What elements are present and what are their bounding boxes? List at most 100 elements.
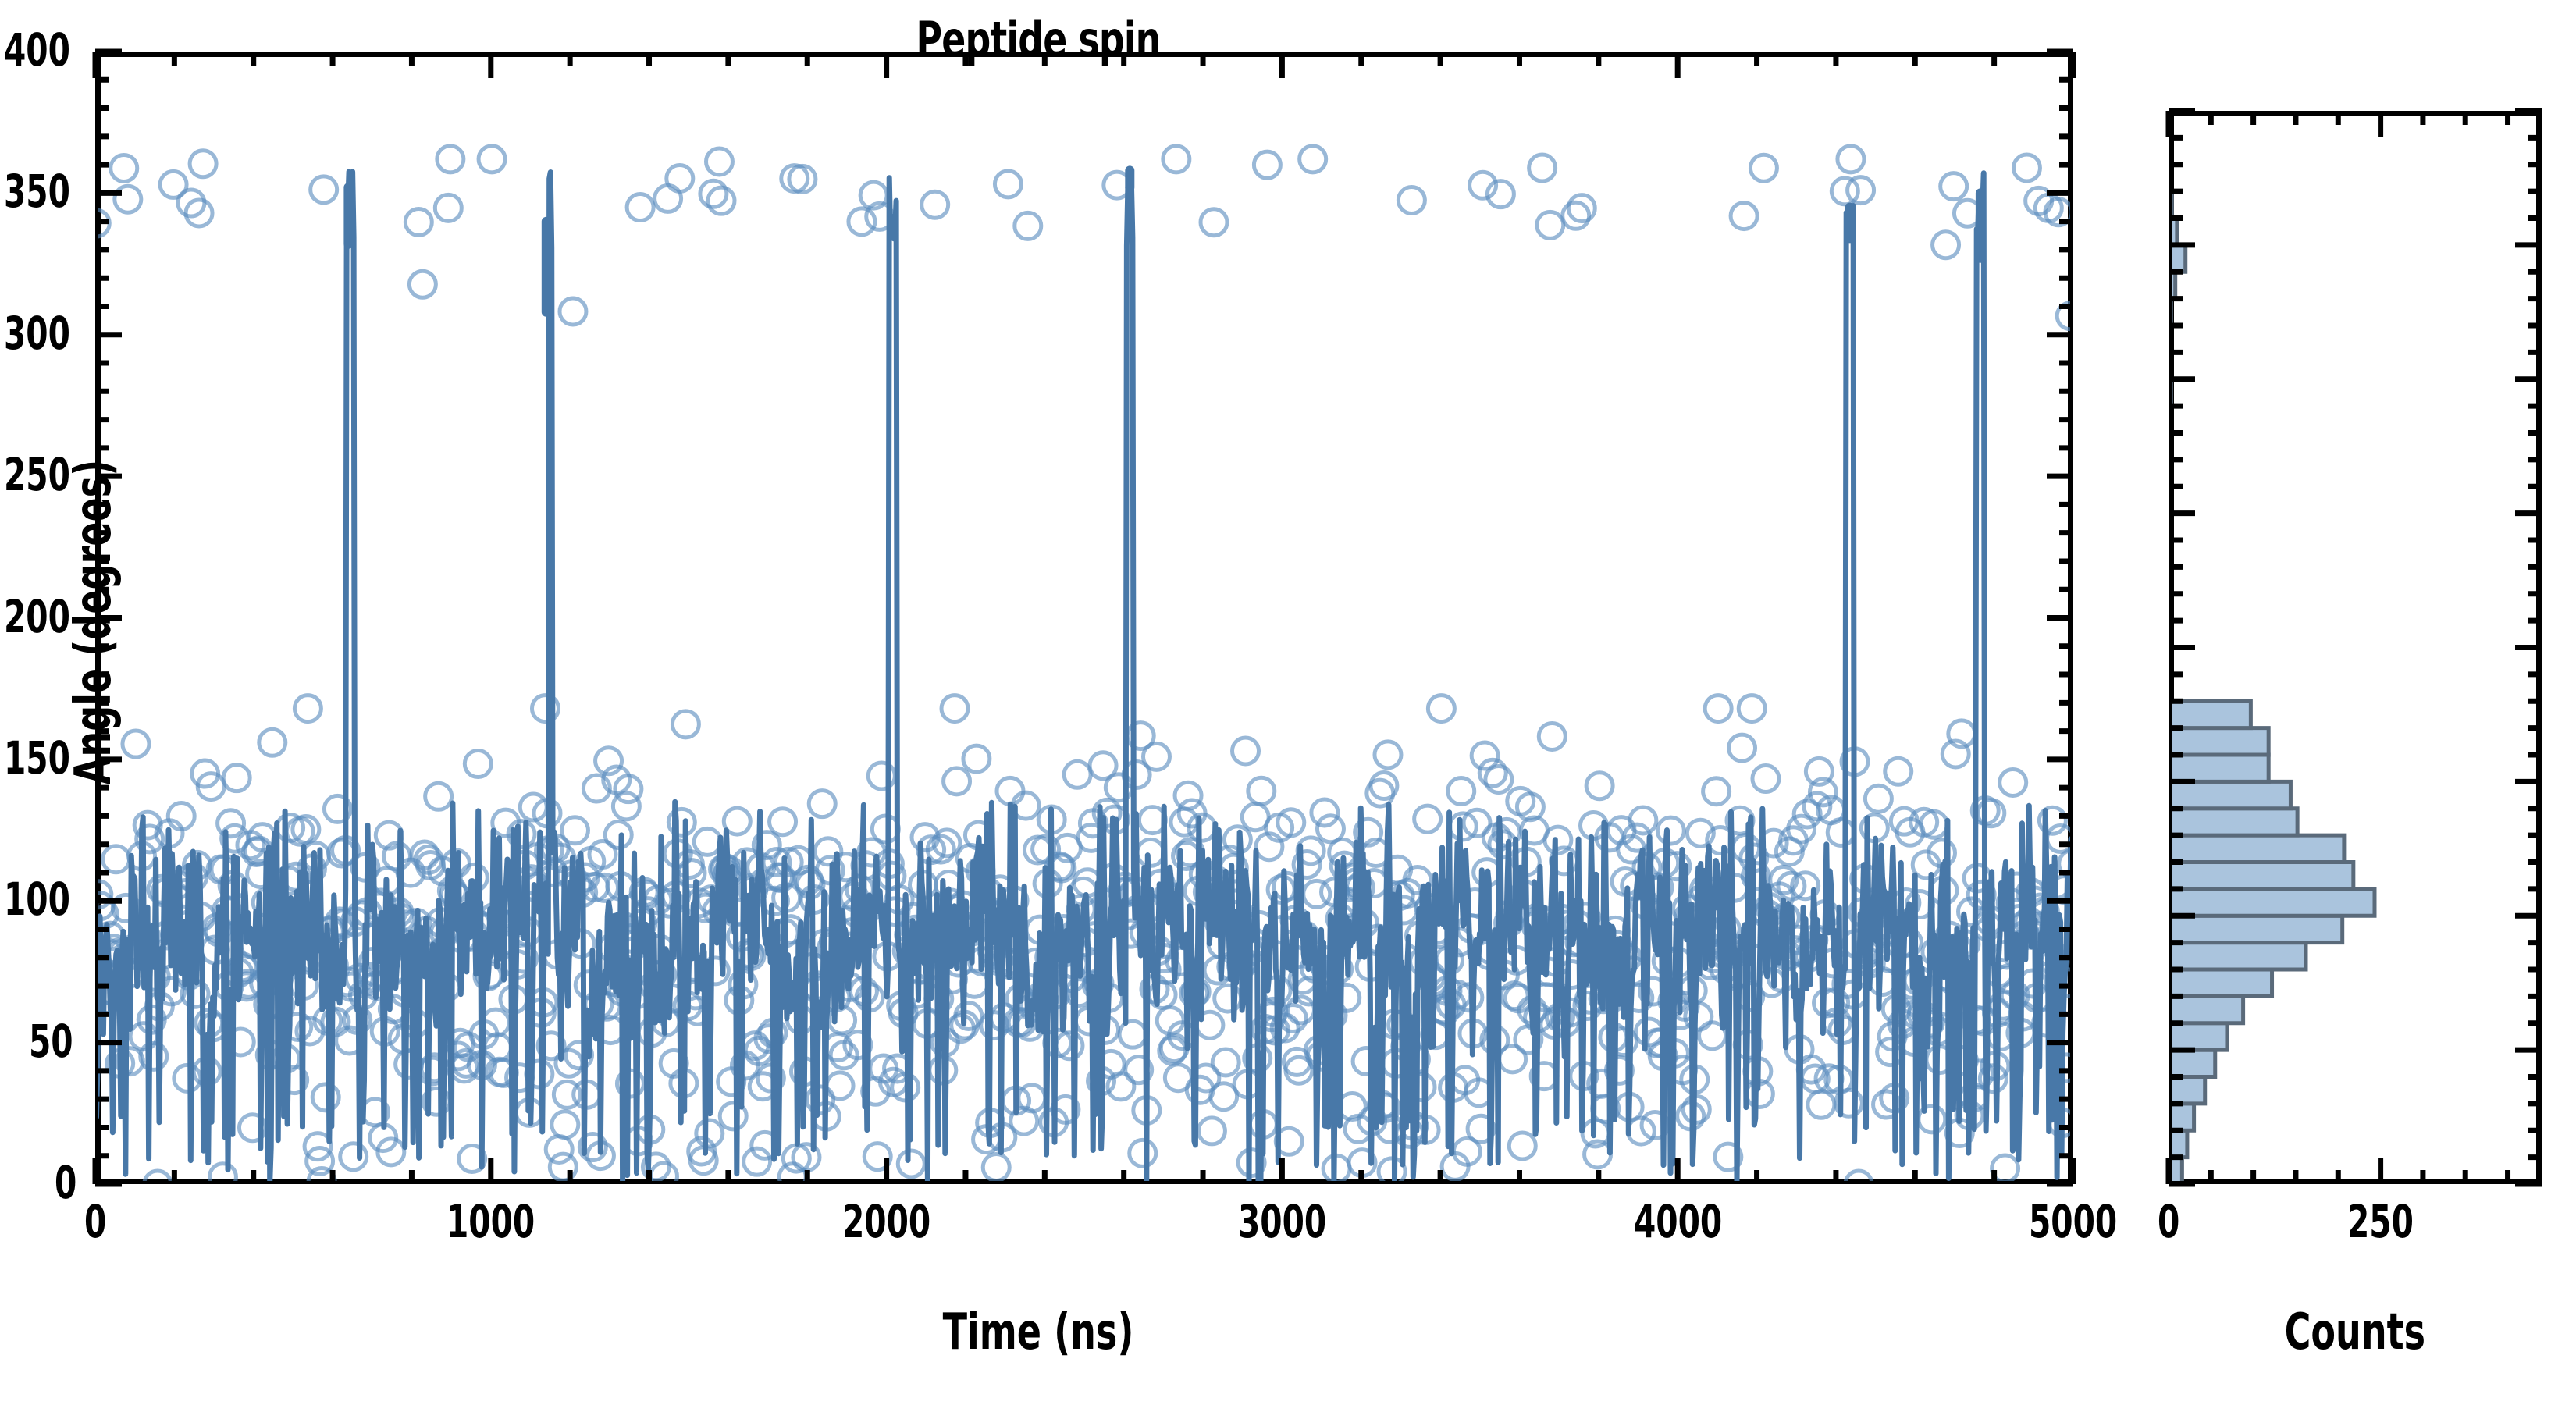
scatter-point <box>1477 757 1508 788</box>
scatter-point <box>1127 1137 1158 1168</box>
histogram-bar <box>2172 833 2347 865</box>
scatter-point <box>613 774 644 805</box>
scatter-point <box>610 791 642 822</box>
x-tick-label: 5000 <box>2029 1195 2118 1248</box>
scatter-point <box>1701 776 1732 807</box>
scatter-point <box>1938 171 1969 202</box>
scatter-point <box>1425 693 1457 724</box>
scatter-point <box>1469 740 1500 771</box>
histogram-bar <box>2172 967 2275 998</box>
y-tick-label: 50 <box>29 1014 74 1068</box>
scatter-point <box>1514 791 1546 823</box>
scatter-point <box>138 1040 169 1072</box>
histogram-bars <box>2172 189 2377 1181</box>
scatter-point <box>215 808 247 839</box>
histogram-bar <box>2172 779 2293 811</box>
scatter-point <box>2057 848 2070 879</box>
scatter-point <box>1802 791 1833 822</box>
scatter-point <box>1210 1047 1241 1078</box>
histogram-bar <box>2172 994 2246 1026</box>
scatter-point <box>1998 767 2029 798</box>
scatter-point <box>1786 813 1817 845</box>
scatter-point <box>543 1133 575 1165</box>
scatter-point <box>1117 1019 1148 1050</box>
scatter-point <box>717 1101 749 1132</box>
scatter-point <box>1246 775 1277 806</box>
scatter-point <box>1527 152 1558 183</box>
scatter-point <box>1566 193 1597 224</box>
scatter-point <box>1062 759 1093 790</box>
counts-tick-label: 0 <box>2157 1195 2180 1248</box>
y-tick-label: 250 <box>4 448 71 502</box>
trace-path <box>98 169 2070 1181</box>
scatter-point <box>1196 1115 1227 1147</box>
scatter-point <box>842 1030 873 1061</box>
scatter-point <box>1012 210 1044 241</box>
scatter-point <box>1790 870 1821 902</box>
scatter-point <box>813 836 844 867</box>
scatter-point <box>1845 175 1877 206</box>
scatter-point <box>462 749 493 780</box>
x-axis-label: Time (ns) <box>0 1304 2076 1361</box>
scatter-point <box>581 773 612 804</box>
scatter-point <box>846 206 877 237</box>
scatter-point <box>742 1146 773 1177</box>
y-tick-label: 0 <box>54 1156 77 1209</box>
scatter-point <box>1172 780 1204 811</box>
histogram-bar <box>2172 806 2300 838</box>
x-tick-label: 1000 <box>447 1195 535 1248</box>
scatter-point <box>304 1145 336 1176</box>
scatter-point <box>407 269 438 300</box>
scatter-point <box>587 839 618 870</box>
counts-axis-label-text: Counts <box>2284 1304 2426 1361</box>
scatter-point <box>1283 1055 1315 1086</box>
histogram-bar <box>2172 189 2174 221</box>
scatter-point <box>165 801 197 832</box>
scatter-point <box>187 148 219 180</box>
scatter-point <box>1542 824 1574 855</box>
scatter-point <box>322 793 353 824</box>
scatter-point <box>158 169 189 200</box>
scatter-point <box>535 1030 567 1062</box>
scatter-point <box>142 1168 173 1181</box>
scatter-point <box>787 163 818 194</box>
scatter-point <box>302 1131 333 1162</box>
x-tick-label: 0 <box>84 1195 107 1248</box>
scatter-point <box>694 1118 725 1149</box>
scatter-point <box>1776 870 1807 902</box>
scatter-point <box>751 830 782 861</box>
scatter-point <box>557 296 589 327</box>
scatter-point <box>1269 1012 1300 1044</box>
scatter-point <box>112 183 144 215</box>
histogram-bar <box>2172 377 2173 408</box>
y-tick-label: 150 <box>4 731 71 784</box>
scatter-point <box>308 174 340 205</box>
scatter-point <box>773 846 804 877</box>
scatter-point <box>1091 797 1123 828</box>
scatter-point <box>1803 756 1834 787</box>
scatter-point <box>1468 169 1499 201</box>
scatter-point <box>476 144 507 175</box>
scatter-point <box>961 743 992 774</box>
scatter-point <box>310 1082 341 1113</box>
scatter-point <box>1628 805 1659 836</box>
scatter-point <box>1276 807 1307 838</box>
scatter-point <box>183 197 215 229</box>
scatter-point <box>423 781 454 812</box>
scatter-point <box>777 1161 808 1181</box>
scatter-point <box>1446 775 1477 806</box>
scatter-point <box>939 693 970 724</box>
scatter-point <box>703 146 735 177</box>
running-average-line <box>98 165 2070 1181</box>
histogram-bar <box>2172 699 2253 731</box>
axis-ticks <box>92 48 2542 1187</box>
histogram-bar <box>2172 1101 2197 1133</box>
y-tick-label: 100 <box>4 873 71 927</box>
scatter-point <box>1791 799 1823 830</box>
scatter-point <box>257 727 288 758</box>
scatter-point <box>2055 301 2070 332</box>
scatter-point <box>1208 1081 1240 1112</box>
scatter-point <box>1309 797 1340 828</box>
scatter-point <box>1883 756 1914 787</box>
